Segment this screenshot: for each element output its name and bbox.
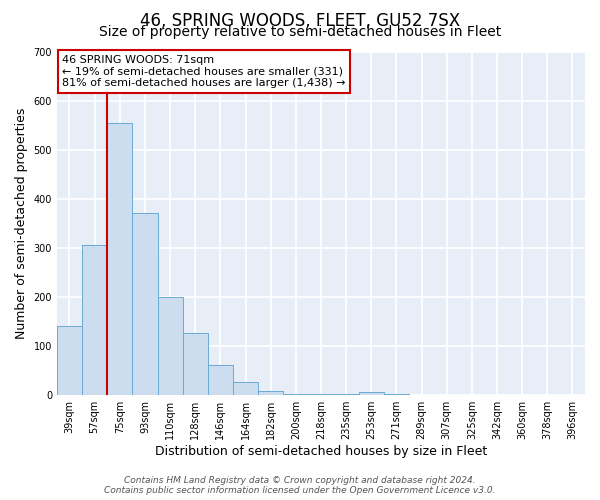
- Bar: [359, 392, 384, 394]
- Bar: [208, 366, 233, 394]
- Bar: [133, 214, 158, 394]
- Bar: [258, 391, 283, 394]
- Bar: [57, 326, 82, 394]
- Text: Size of property relative to semi-detached houses in Fleet: Size of property relative to semi-detach…: [99, 25, 501, 39]
- Bar: [233, 382, 258, 394]
- Bar: [82, 245, 107, 394]
- X-axis label: Distribution of semi-detached houses by size in Fleet: Distribution of semi-detached houses by …: [155, 444, 487, 458]
- Text: Contains HM Land Registry data © Crown copyright and database right 2024.
Contai: Contains HM Land Registry data © Crown c…: [104, 476, 496, 495]
- Bar: [107, 122, 133, 394]
- Bar: [182, 334, 208, 394]
- Text: 46, SPRING WOODS, FLEET, GU52 7SX: 46, SPRING WOODS, FLEET, GU52 7SX: [140, 12, 460, 30]
- Bar: [158, 296, 182, 394]
- Y-axis label: Number of semi-detached properties: Number of semi-detached properties: [15, 108, 28, 339]
- Text: 46 SPRING WOODS: 71sqm
← 19% of semi-detached houses are smaller (331)
81% of se: 46 SPRING WOODS: 71sqm ← 19% of semi-det…: [62, 55, 346, 88]
